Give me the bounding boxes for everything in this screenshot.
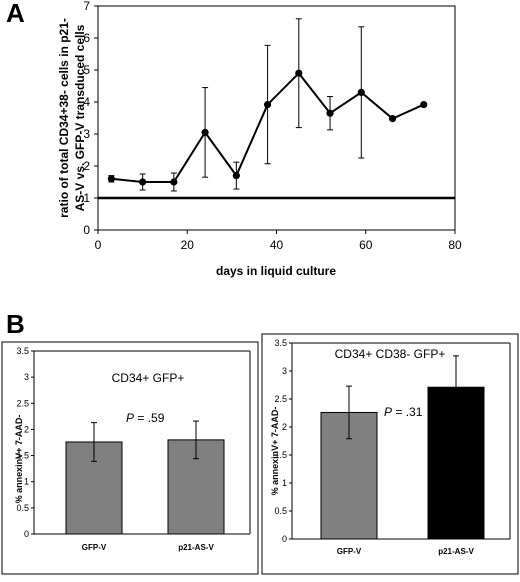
y-tick-label-0: 0 (282, 534, 287, 544)
data-point-6 (295, 69, 303, 77)
p-value-text: = .59 (134, 411, 165, 425)
y-tick-label-7: 3.5 (274, 338, 287, 348)
data-point-4 (232, 172, 240, 180)
category-label-1: p21-AS-V (178, 543, 214, 552)
x-tick-label-4: 80 (448, 238, 462, 252)
data-point-3 (201, 128, 209, 136)
x-tick-label-1: 20 (181, 238, 195, 252)
p-value: P = .31 (384, 405, 423, 419)
category-label-0: GFP-V (337, 547, 362, 556)
y-tick-label-6: 3 (282, 366, 287, 376)
y-tick-label-6: 6 (83, 31, 90, 45)
y-axis-label-line-1: ratio of total CD34+38- cells in p21- (57, 18, 71, 218)
panel-b-label: B (6, 309, 25, 339)
y-tick-label-6: 3 (24, 372, 29, 382)
chart-frame (261, 333, 519, 575)
y-tick-label-7: 3.5 (16, 346, 29, 356)
y-tick-label-4: 2 (24, 424, 29, 434)
y-tick-label-1: 0.5 (274, 506, 287, 516)
p-symbol: P (384, 405, 392, 419)
y-tick-label-0: 0 (24, 529, 29, 539)
y-tick-label-5: 2.5 (274, 394, 287, 404)
y-tick-label-1: 1 (83, 191, 90, 205)
y-tick-label-2: 2 (83, 159, 90, 173)
data-point-2 (170, 178, 178, 186)
plot-elements: 0 0.5 1 1.5 2 2.5 3 3.5 GFP-V p21-AS-V (16, 346, 251, 552)
y-tick-label-5: 2.5 (16, 398, 29, 408)
x-tick-label-0: 0 (95, 238, 102, 252)
data-point-9 (388, 115, 397, 123)
p-value: P = .59 (126, 411, 165, 425)
y-tick-labels: 0 1 2 3 4 5 6 7 (83, 0, 98, 237)
y-tick-label-3: 3 (83, 127, 90, 141)
chart-frame (1, 341, 259, 575)
y-tick-label-5: 5 (83, 63, 90, 77)
data-point-1 (139, 178, 147, 186)
y-tick-label-3: 1.5 (16, 451, 29, 461)
y-tick-label-3: 1.5 (274, 450, 287, 460)
x-tick-labels: 0 20 40 60 80 (95, 230, 462, 252)
plot-elements: 0 0.5 1 1.5 2 2.5 3 3.5 GFP-V p21-AS-V (274, 338, 511, 556)
p-symbol: P (126, 411, 134, 425)
bar-chart-cd34-cd38-gfp: 0 0.5 1 1.5 2 2.5 3 3.5 GFP-V p21-AS-V CD34+ CD38… (261, 333, 519, 575)
x-axis-label: days in liquid culture (216, 264, 336, 278)
y-tick-label-1: 0.5 (16, 503, 29, 513)
category-label-0: GFP-V (82, 543, 107, 552)
data-point-7 (326, 109, 334, 117)
data-point-0 (107, 175, 115, 183)
y-axis-label: % annexinV+ 7-AAD- (270, 407, 280, 496)
chart-title: CD34+ CD38- GFP+ (335, 347, 446, 361)
y-tick-label-7: 7 (83, 0, 90, 13)
y-tick-label-2: 1 (282, 478, 287, 488)
category-label-1: p21-AS-V (438, 547, 474, 556)
y-tick-label-4: 2 (282, 422, 287, 432)
plot-area-frame (97, 5, 456, 231)
data-point-5 (263, 100, 272, 109)
y-tick-label-0: 0 (83, 223, 90, 237)
bar-chart-cd34-gfp: 0 0.5 1 1.5 2 2.5 3 3.5 GFP-V p21-AS-V CD34+ GFP+… (1, 341, 259, 575)
data-point-10 (420, 100, 428, 109)
panel-a-label: A (6, 0, 25, 28)
data-series (98, 18, 455, 200)
p-value-text: = .31 (392, 405, 423, 419)
data-point-8 (357, 88, 365, 96)
x-tick-label-2: 40 (270, 238, 284, 252)
x-tick-label-3: 60 (359, 238, 373, 252)
y-axis-label-line-2: AS-V vs. GFP-V transduced cells (73, 24, 87, 211)
line-chart-ratio: 0 1 2 3 4 5 6 7 0 20 40 60 80 ratio of total CD34+3… (57, 0, 462, 278)
y-tick-label-2: 1 (24, 477, 29, 487)
y-tick-label-4: 4 (83, 95, 90, 109)
chart-title: CD34+ GFP+ (112, 371, 185, 385)
y-axis-label: % annexinV+ 7-AAD- (14, 415, 24, 504)
